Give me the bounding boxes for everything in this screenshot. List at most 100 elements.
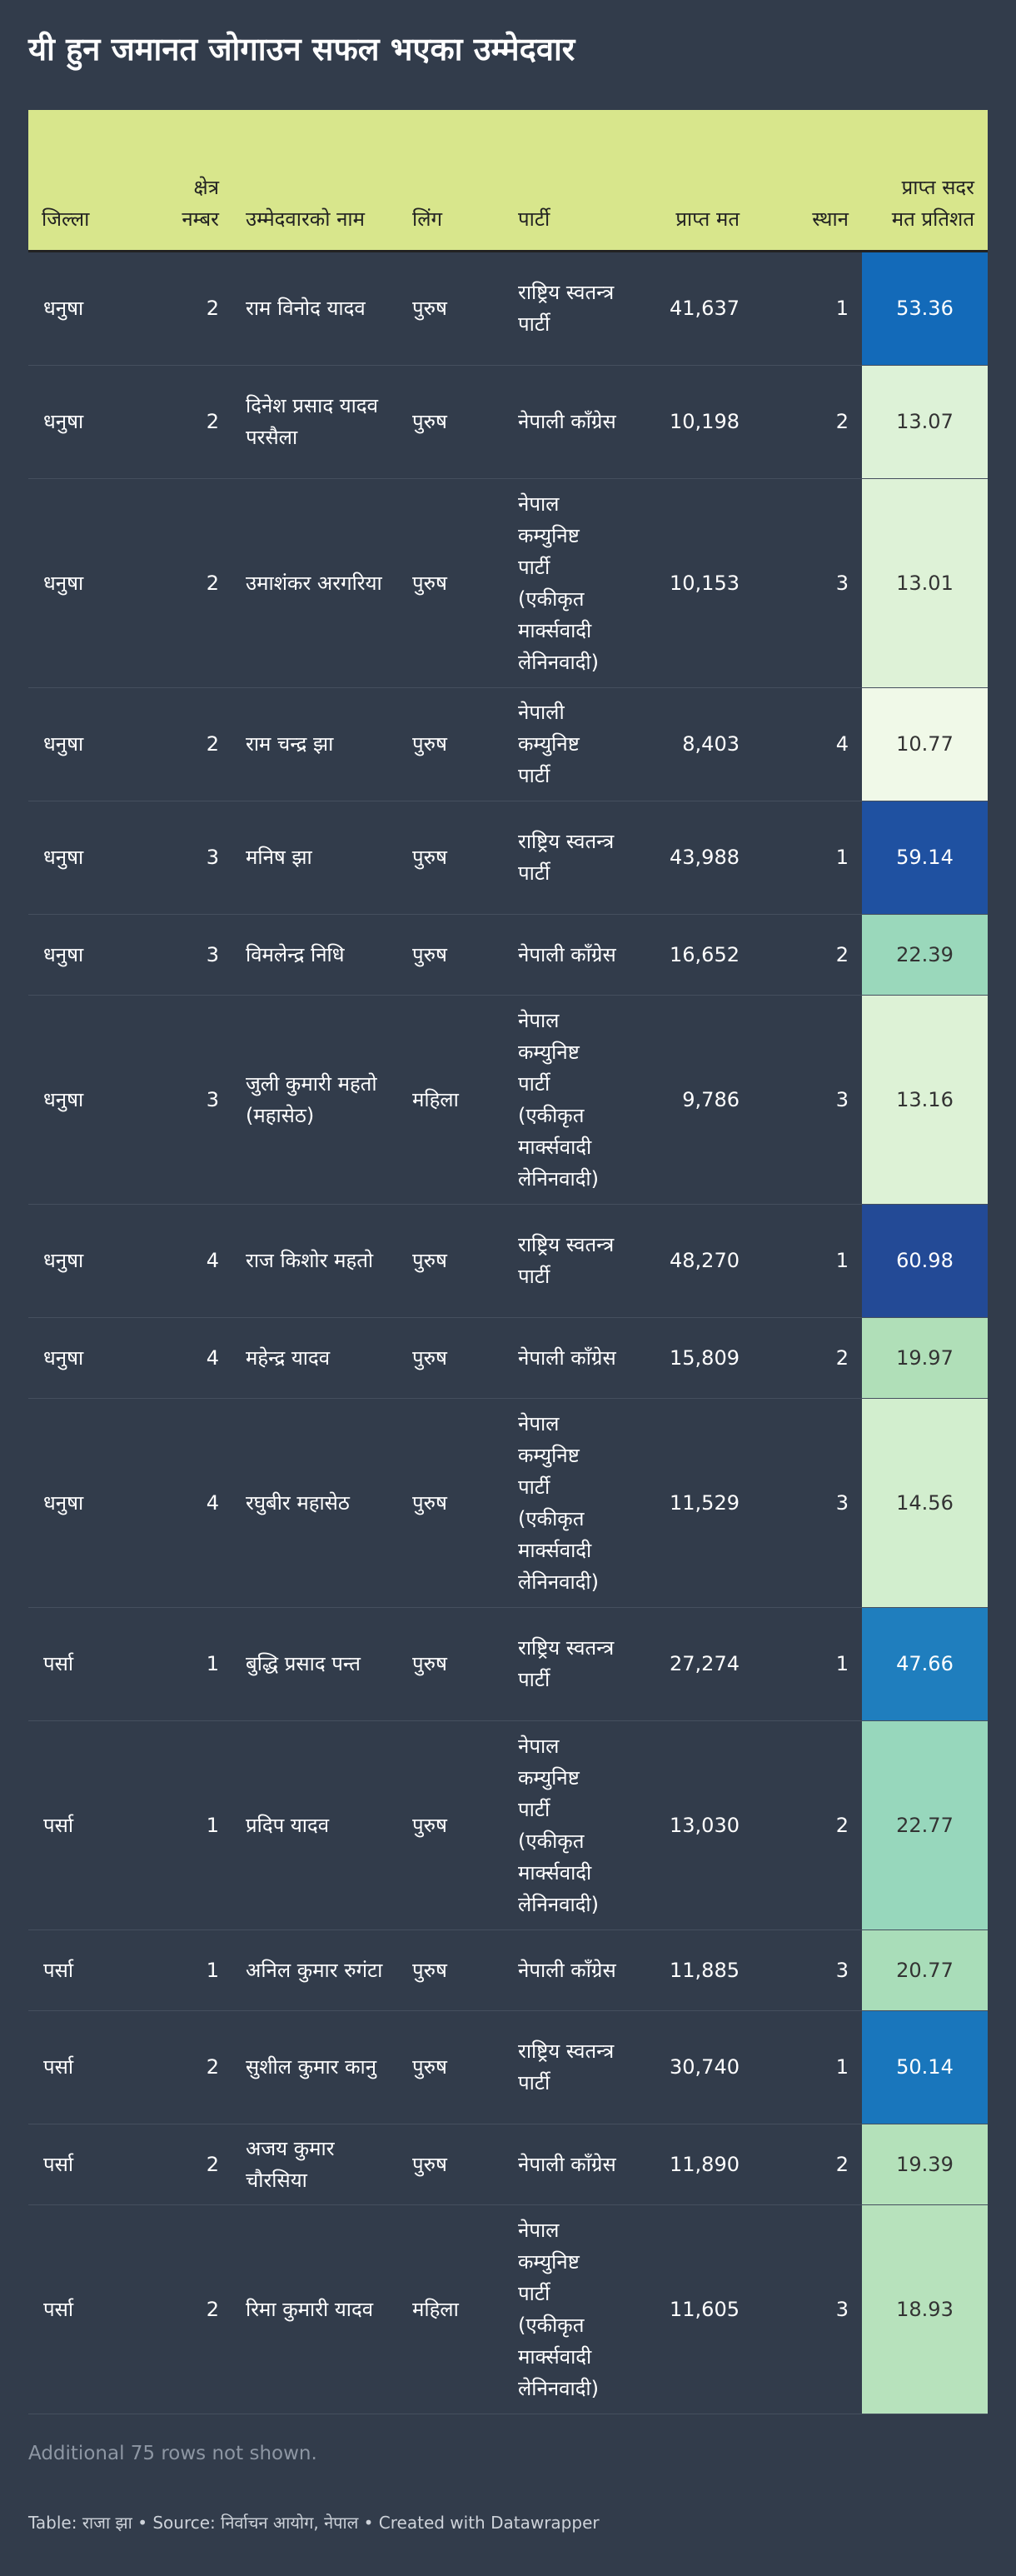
results-table: जिल्ला क्षेत्र नम्बर उम्मेदवारको नाम लिंग पा… [28,110,988,2414]
votes-cell: 15,809 [630,1317,753,1399]
rank-cell: 1 [753,251,862,366]
constituency-cell: 2 [141,251,232,366]
gender-cell: पुरुष [399,1398,505,1608]
rank-cell: 2 [753,914,862,996]
party-cell: नेपाल कम्युनिष्ट पार्टी (एकीकृत मार्क्सव… [505,1720,630,1930]
percent-header[interactable]: प्राप्त सदर मत प्रतिशत [862,110,988,252]
votes-cell: 10,153 [630,478,753,688]
votes-cell: 41,637 [630,251,753,366]
gender-cell: महिला [399,995,505,1205]
district-cell: धनुषा [28,1204,141,1318]
constituency-cell: 4 [141,1204,232,1318]
percent-cell: 18.93 [862,2204,988,2414]
candidate-name-cell: प्रदिप यादव [232,1720,399,1930]
district-cell: धनुषा [28,478,141,688]
candidate-name-cell: दिनेश प्रसाद यादव परसैला [232,365,399,479]
table-row: पर्सा 2 सुशील कुमार कानु पुरुष राष्ट्रिय स्व… [28,2010,988,2124]
party-cell: नेपाली काँग्रेस [505,2124,630,2205]
rank-cell: 3 [753,1398,862,1608]
district-cell: पर्सा [28,1607,141,1721]
candidate-header[interactable]: उम्मेदवारको नाम [232,110,399,252]
candidate-name-cell: रघुबीर महासेठ [232,1398,399,1608]
gender-cell: पुरुष [399,365,505,479]
table-row: पर्सा 2 अजय कुमार चौरसिया पुरुष नेपाली काँग्… [28,2124,988,2205]
party-cell: राष्ट्रिय स्वतन्त्र पार्टी [505,801,630,915]
rank-header[interactable]: स्थान [753,110,862,252]
district-header[interactable]: जिल्ला [28,110,141,252]
votes-cell: 11,605 [630,2204,753,2414]
gender-cell: पुरुष [399,2010,505,2124]
gender-cell: पुरुष [399,1204,505,1318]
candidate-name-cell: उमाशंकर अरगरिया [232,478,399,688]
table-row: धनुषा 2 उमाशंकर अरगरिया पुरुष नेपाल कम्युनिष… [28,478,988,688]
candidate-name-cell: राम विनोद यादव [232,251,399,366]
constituency-cell: 3 [141,801,232,915]
rank-cell: 1 [753,1607,862,1721]
percent-cell: 53.36 [862,251,988,366]
candidate-name-cell: राज किशोर महतो [232,1204,399,1318]
candidate-name-cell: विमलेन्द्र निधि [232,914,399,996]
percent-cell: 22.39 [862,914,988,996]
constituency-cell: 2 [141,365,232,479]
percent-cell: 60.98 [862,1204,988,1318]
party-header[interactable]: पार्टी [505,110,630,252]
percent-cell: 20.77 [862,1930,988,2011]
gender-cell: पुरुष [399,914,505,996]
gender-cell: पुरुष [399,1317,505,1399]
gender-cell: पुरुष [399,687,505,801]
party-cell: राष्ट्रिय स्वतन्त्र पार्टी [505,2010,630,2124]
table-row: धनुषा 3 विमलेन्द्र निधि पुरुष नेपाली काँग्रे… [28,914,988,996]
district-cell: धनुषा [28,1398,141,1608]
gender-cell: पुरुष [399,1607,505,1721]
constituency-cell: 1 [141,1720,232,1930]
votes-cell: 10,198 [630,365,753,479]
constituency-cell: 1 [141,1930,232,2011]
party-cell: नेपाल कम्युनिष्ट पार्टी (एकीकृत मार्क्सव… [505,2204,630,2414]
district-cell: पर्सा [28,2124,141,2205]
votes-cell: 11,885 [630,1930,753,2011]
table-row: धनुषा 4 राज किशोर महतो पुरुष राष्ट्रिय स्वतन… [28,1204,988,1318]
gender-cell: पुरुष [399,251,505,366]
credit-line: Table: राजा झा • Source: निर्वाचन आयोग, … [28,2513,600,2533]
district-cell: धनुषा [28,995,141,1205]
district-cell: धनुषा [28,914,141,996]
constituency-cell: 2 [141,2204,232,2414]
table-row: धनुषा 3 मनिष झा पुरुष राष्ट्रिय स्वतन्त्र पा… [28,801,988,915]
votes-header[interactable]: प्राप्त मत [630,110,753,252]
district-cell: धनुषा [28,687,141,801]
percent-cell: 19.39 [862,2124,988,2205]
party-cell: राष्ट्रिय स्वतन्त्र पार्टी [505,1204,630,1318]
candidate-name-cell: रिमा कुमारी यादव [232,2204,399,2414]
table-header: जिल्ला क्षेत्र नम्बर उम्मेदवारको नाम लिंग पा… [28,110,988,252]
table-row: धनुषा 2 राम चन्द्र झा पुरुष नेपाली कम्युनिष्… [28,687,988,801]
gender-cell: पुरुष [399,478,505,688]
votes-cell: 48,270 [630,1204,753,1318]
votes-cell: 43,988 [630,801,753,915]
gender-header[interactable]: लिंग [399,110,505,252]
constituency-cell: 2 [141,2124,232,2205]
constituency-cell: 2 [141,2010,232,2124]
rank-cell: 1 [753,1204,862,1318]
percent-cell: 50.14 [862,2010,988,2124]
candidate-name-cell: राम चन्द्र झा [232,687,399,801]
table-row: धनुषा 3 जुली कुमारी महतो (महासेठ) महिला नेपा… [28,995,988,1205]
table-body: धनुषा 2 राम विनोद यादव पुरुष राष्ट्रिय स्वतन… [28,251,988,2414]
table-row: धनुषा 2 दिनेश प्रसाद यादव परसैला पुरुष नेपाल… [28,365,988,479]
constituency-cell: 1 [141,1607,232,1721]
party-cell: नेपाल कम्युनिष्ट पार्टी (एकीकृत मार्क्सव… [505,1398,630,1608]
district-cell: धनुषा [28,365,141,479]
constituency-header[interactable]: क्षेत्र नम्बर [141,110,232,252]
votes-cell: 8,403 [630,687,753,801]
rank-cell: 2 [753,2124,862,2205]
party-cell: राष्ट्रिय स्वतन्त्र पार्टी [505,251,630,366]
party-cell: नेपाली काँग्रेस [505,1930,630,2011]
table-row: धनुषा 2 राम विनोद यादव पुरुष राष्ट्रिय स्वतन… [28,251,988,366]
percent-cell: 10.77 [862,687,988,801]
rank-cell: 3 [753,995,862,1205]
results-table-container: जिल्ला क्षेत्र नम्बर उम्मेदवारको नाम लिंग पा… [28,110,988,2414]
table-row: पर्सा 1 प्रदिप यादव पुरुष नेपाल कम्युनिष्ट प… [28,1720,988,1930]
gender-cell: महिला [399,2204,505,2414]
votes-cell: 30,740 [630,2010,753,2124]
district-cell: पर्सा [28,2204,141,2414]
percent-cell: 59.14 [862,801,988,915]
